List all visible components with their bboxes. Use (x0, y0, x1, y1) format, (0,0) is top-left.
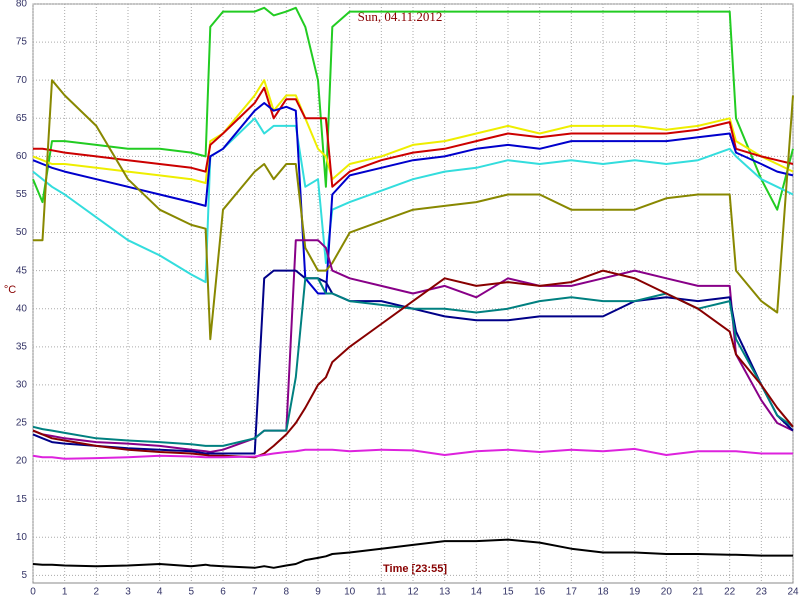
series-line (32, 538, 793, 569)
y-axis-label: °C (4, 284, 16, 296)
series-line (32, 117, 794, 284)
y-tick-label: 65 (16, 113, 28, 124)
series-line (32, 447, 793, 460)
series-line (32, 6, 794, 211)
x-tick-label: 6 (220, 587, 226, 598)
y-tick-label: 75 (16, 37, 28, 48)
series-line (32, 269, 794, 455)
y-tick-label: 70 (16, 75, 28, 86)
x-tick-label: 20 (661, 587, 673, 598)
y-tick-label: 55 (16, 189, 28, 200)
x-tick-label: 4 (157, 587, 163, 598)
y-tick-label: 20 (16, 456, 28, 467)
x-tick-label: 8 (284, 587, 290, 598)
y-tick-label: 40 (16, 303, 28, 314)
x-tick-label: 23 (756, 587, 768, 598)
x-tick-label: 19 (629, 587, 641, 598)
y-tick-label: 25 (16, 418, 28, 429)
series-line (32, 269, 794, 459)
x-tick-label: 2 (94, 587, 100, 598)
series-line (33, 79, 794, 341)
series-line (32, 79, 794, 184)
x-tick-label: 0 (30, 587, 36, 598)
x-tick-label: 1 (62, 587, 68, 598)
y-tick-label: 45 (16, 265, 28, 276)
y-tick-label: 5 (21, 570, 27, 581)
x-tick-label: 3 (125, 587, 131, 598)
y-tick-label: 10 (16, 532, 28, 543)
y-tick-label: 15 (16, 494, 28, 505)
x-tick-label: 16 (534, 587, 546, 598)
x-tick-label: 10 (344, 587, 356, 598)
y-tick-label: 80 (16, 0, 28, 10)
x-tick-label: 24 (787, 587, 799, 598)
x-tick-label: 12 (407, 587, 419, 598)
x-tick-label: 17 (566, 587, 578, 598)
series-line (32, 239, 794, 453)
y-tick-label: 50 (16, 227, 28, 238)
x-tick-label: 9 (315, 587, 321, 598)
x-tick-label: 18 (597, 587, 609, 598)
x-tick-label: 5 (189, 587, 195, 598)
y-tick-label: 30 (16, 380, 28, 391)
series-line (33, 86, 794, 188)
x-tick-label: 21 (692, 587, 704, 598)
y-tick-label: 60 (16, 151, 28, 162)
chart-title: Sun, 04.11.2012 (358, 9, 443, 24)
x-tick-label: 13 (439, 587, 451, 598)
x-tick-label: 15 (502, 587, 514, 598)
x-tick-label: 11 (376, 587, 387, 598)
x-tick-label: 22 (724, 587, 736, 598)
x-tick-label: 7 (252, 587, 258, 598)
y-tick-label: 35 (16, 341, 28, 352)
x-axis-label: Time [23:55] (383, 563, 447, 575)
x-tick-label: 14 (471, 587, 483, 598)
